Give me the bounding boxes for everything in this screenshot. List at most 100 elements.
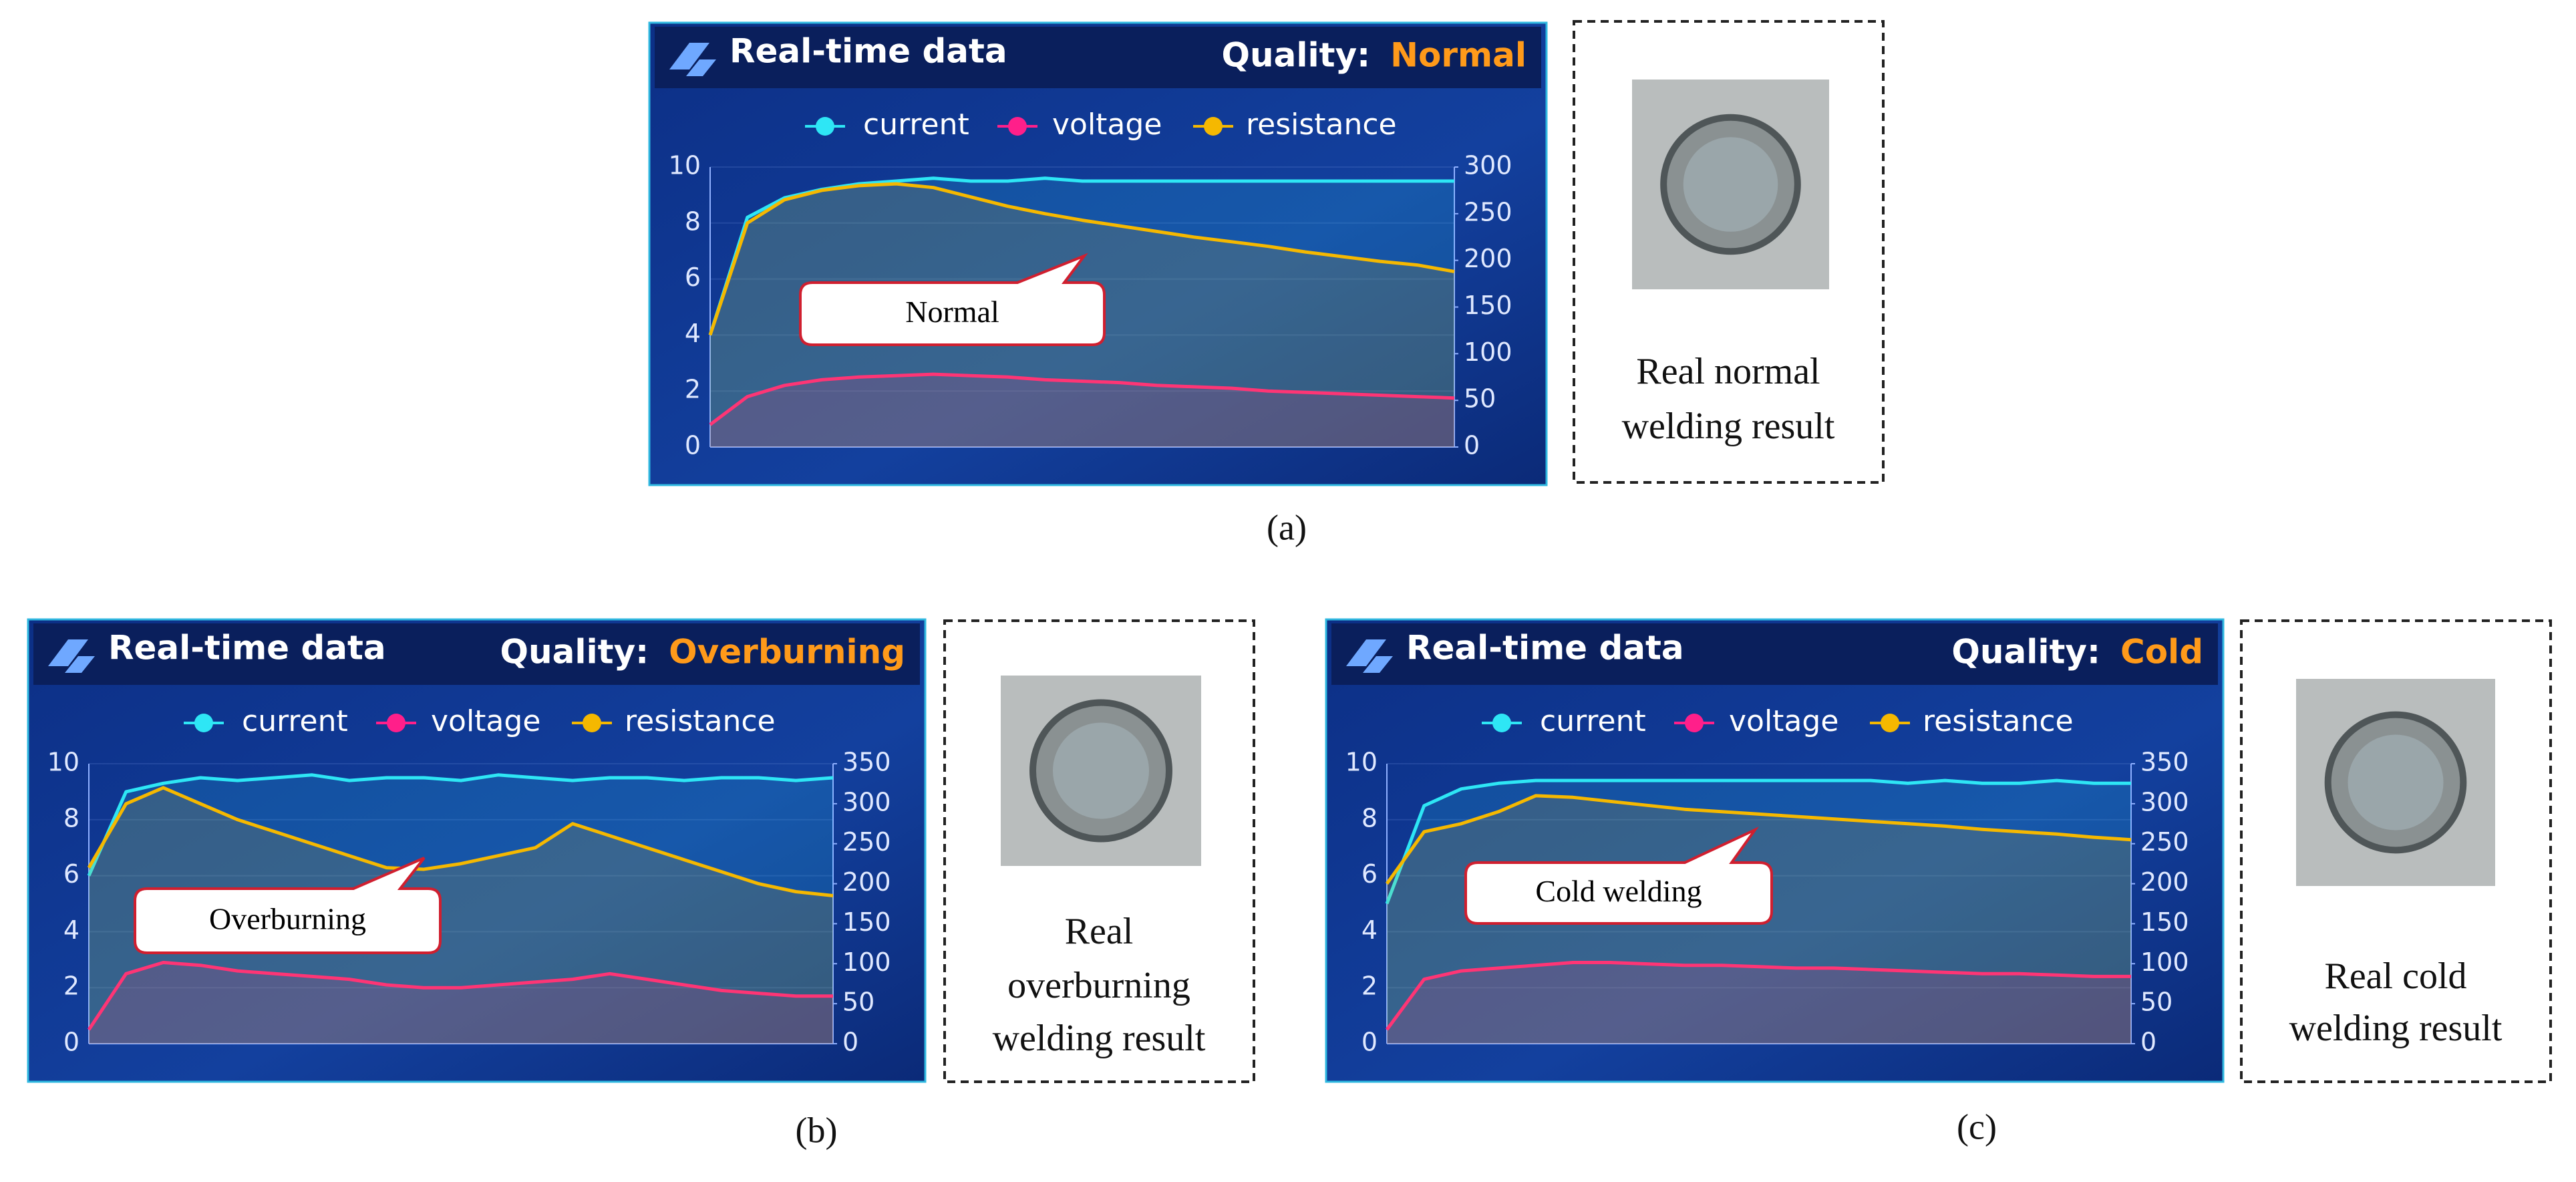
legend-label: current xyxy=(1540,704,1646,738)
legend-marker xyxy=(1204,117,1223,136)
result-box: Real overburning welding result xyxy=(943,619,1255,1083)
result-label: Real xyxy=(1065,911,1134,952)
series-line xyxy=(1385,778,2131,905)
y-tick-label: 0 xyxy=(63,1028,79,1057)
title-bar xyxy=(655,27,1541,88)
series-line xyxy=(1385,961,2131,1031)
legend-label: current xyxy=(863,108,969,142)
result-label: Real cold xyxy=(2324,955,2466,997)
y-tick-label: 8 xyxy=(1361,803,1378,833)
weld-core xyxy=(2348,734,2444,831)
y2-tick-label: 300 xyxy=(2140,787,2189,817)
y-tick-label: 8 xyxy=(63,803,79,833)
legend-marker xyxy=(194,714,213,732)
annotation-callout xyxy=(1464,826,1773,925)
annotation-callout xyxy=(134,857,442,954)
figure-caption: (c) xyxy=(1957,1106,1997,1147)
y2-tick-label: 100 xyxy=(2140,947,2189,977)
result-border xyxy=(943,619,1255,1083)
y-tick-label: 2 xyxy=(1361,972,1378,1001)
y-tick-label: 2 xyxy=(63,972,79,1001)
dashboard-panel: Real-time data ColdQuality:02468100501001… xyxy=(1325,618,2225,1083)
series-area xyxy=(89,787,833,1044)
legend-marker xyxy=(583,714,601,732)
annotation-text: Normal xyxy=(905,295,999,329)
quality-value: Cold xyxy=(2120,633,2203,672)
y-tick-label: 6 xyxy=(685,263,701,292)
legend-marker xyxy=(1685,714,1704,732)
quality-label: Quality: xyxy=(1222,36,1371,75)
y2-tick-label: 350 xyxy=(2140,748,2189,777)
legend-marker xyxy=(1492,714,1511,732)
y2-tick-label: 200 xyxy=(1464,244,1512,273)
result-box: Real normal welding result xyxy=(1573,20,1885,484)
y2-tick-label: 250 xyxy=(1464,197,1512,227)
y2-tick-label: 100 xyxy=(1464,337,1512,367)
legend-label: resistance xyxy=(625,704,776,738)
result-label: welding result xyxy=(993,1018,1206,1059)
annotation-text: Cold welding xyxy=(1535,874,1702,908)
y2-tick-label: 300 xyxy=(842,787,891,817)
result-box: Real cold welding result xyxy=(2240,619,2552,1083)
y2-tick-label: 100 xyxy=(842,947,891,977)
legend-label: voltage xyxy=(1052,108,1162,142)
title-icon xyxy=(669,43,716,76)
dashboard-panel: Real-time data Overburning Quality: 0 2 4 6 8 10… xyxy=(27,618,927,1083)
panel-title: Real-time data xyxy=(1406,629,1684,668)
y-tick-label: 8 xyxy=(685,206,701,236)
y2-tick-label: 50 xyxy=(2140,988,2172,1017)
quality-label: Quality: xyxy=(1951,633,2100,672)
series-line xyxy=(87,773,834,877)
title-icon xyxy=(1346,639,1393,673)
annotation-text: Overburning xyxy=(209,902,366,936)
y2-tick-label: 50 xyxy=(1464,384,1496,414)
series-area xyxy=(1387,962,2131,1044)
quality-label: Quality: xyxy=(500,633,649,672)
y-tick-label: 10 xyxy=(1345,748,1378,777)
y2-tick-label: 200 xyxy=(2140,867,2189,897)
y2-tick-label: 0 xyxy=(842,1028,858,1057)
title-icon xyxy=(48,639,95,673)
result-label: welding result xyxy=(2289,1008,2503,1049)
panel-background xyxy=(648,21,1548,486)
series-line xyxy=(1385,794,2132,885)
series-line xyxy=(87,961,833,1031)
legend-label: voltage xyxy=(1729,704,1838,738)
y2-tick-label: 0 xyxy=(1464,431,1480,460)
y2-tick-label: 50 xyxy=(842,988,874,1017)
y-tick-label: 4 xyxy=(63,915,79,945)
title-bar xyxy=(1331,623,2218,685)
y-tick-label: 10 xyxy=(47,748,79,777)
y2-tick-label: 250 xyxy=(842,827,891,857)
result-border xyxy=(2240,619,2552,1083)
series-area xyxy=(89,774,833,1044)
y-tick-label: 6 xyxy=(63,859,79,889)
legend-marker xyxy=(1881,714,1899,732)
y-tick-label: 4 xyxy=(685,319,701,348)
legend-marker xyxy=(387,714,406,732)
y2-tick-label: 150 xyxy=(2140,907,2189,937)
legend-marker xyxy=(1008,117,1027,136)
y-tick-label: 6 xyxy=(1361,859,1378,889)
quality-value: Overburning xyxy=(669,633,905,672)
legend-label: resistance xyxy=(1246,108,1397,142)
title-bar xyxy=(33,623,920,685)
y2-tick-label: 200 xyxy=(842,867,891,897)
y2-tick-label: 250 xyxy=(2140,827,2189,857)
result-label: overburning xyxy=(1007,965,1190,1006)
figure-caption: (a) xyxy=(1267,507,1307,547)
y-tick-label: 10 xyxy=(669,151,701,180)
result-border xyxy=(1573,20,1885,484)
figure-caption: (b) xyxy=(796,1110,838,1150)
series-area xyxy=(89,962,833,1044)
result-label: Real normal xyxy=(1636,351,1820,392)
panel-background xyxy=(27,618,927,1083)
y2-tick-label: 150 xyxy=(842,907,891,937)
legend-label: current xyxy=(242,704,348,738)
panel-title: Real-time data xyxy=(108,629,386,668)
y2-tick-label: 300 xyxy=(1464,151,1512,180)
legend-label: resistance xyxy=(1923,704,2074,738)
y2-tick-label: 350 xyxy=(842,748,891,777)
